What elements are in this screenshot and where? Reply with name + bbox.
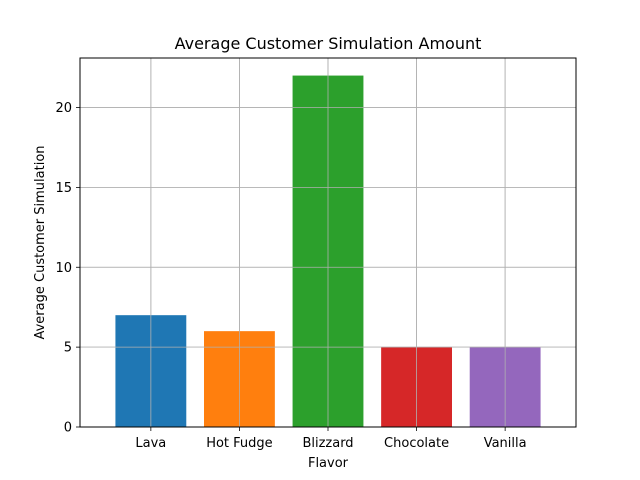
y-tick-label: 0 xyxy=(64,421,72,436)
y-tick-label: 10 xyxy=(55,261,72,276)
grid-overlay xyxy=(80,58,576,428)
x-tick-label: Vanilla xyxy=(484,436,527,451)
y-tick-label: 15 xyxy=(55,181,72,196)
x-tick-label: Lava xyxy=(135,436,166,451)
x-tick-label: Blizzard xyxy=(302,436,353,451)
ticks: 0 5 10 15 20 Lava Hot Fudge Blizzard Chocolate Va… xyxy=(55,101,526,451)
x-axis-label: Flavor xyxy=(308,456,349,471)
chart-title: Average Customer Simulation Amount xyxy=(175,34,482,53)
x-tick-label: Hot Fudge xyxy=(206,436,272,451)
x-tick-label: Chocolate xyxy=(384,436,449,451)
y-tick-label: 5 xyxy=(64,341,72,356)
y-axis-label: Average Customer Simulation xyxy=(33,145,48,339)
y-tick-label: 20 xyxy=(55,101,72,116)
